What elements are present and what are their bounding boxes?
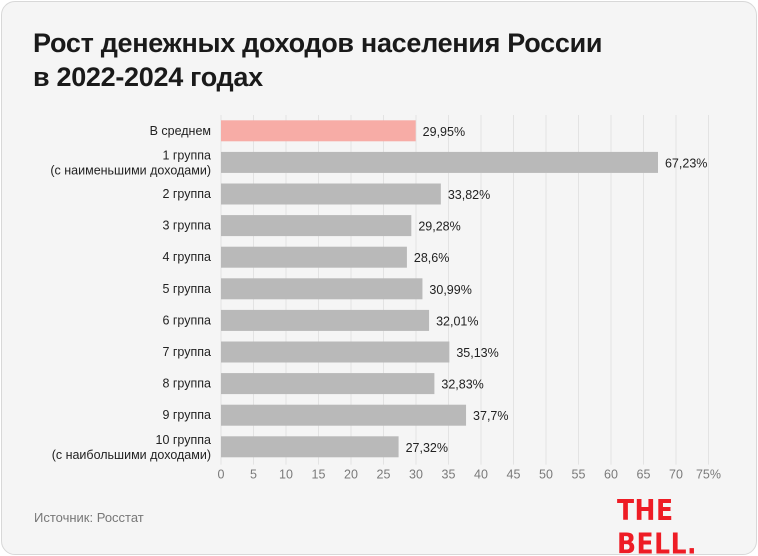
category-label: 7 группа: [162, 345, 211, 359]
bar: [221, 151, 658, 173]
bar: [221, 373, 435, 395]
x-tick-label: 30: [409, 468, 423, 482]
category-label: 3 группа: [162, 219, 211, 233]
category-label: В среднем: [150, 124, 211, 138]
source-note: Источник: Росстат: [34, 510, 144, 525]
title-line-2: в 2022-2024 годах: [33, 62, 263, 92]
bar: [221, 404, 467, 426]
data-label: 28,6%: [414, 251, 449, 265]
x-tick-label: 5: [250, 468, 257, 482]
bar: [221, 436, 399, 458]
category-label: (с наименьшими доходами): [50, 163, 211, 177]
x-tick-label: 20: [344, 468, 358, 482]
x-tick-label: 0: [218, 468, 225, 482]
category-label: 1 группа: [162, 148, 211, 162]
x-tick-label: 15: [312, 468, 326, 482]
x-tick-label: 75%: [696, 468, 721, 482]
bar: [221, 120, 416, 142]
data-label: 29,28%: [418, 220, 460, 234]
x-tick-label: 10: [279, 468, 293, 482]
data-label: 67,23%: [665, 156, 707, 170]
bar: [221, 183, 441, 205]
bar: [221, 246, 407, 268]
data-label: 33,82%: [448, 188, 490, 202]
data-label: 30,99%: [429, 283, 471, 297]
category-label: 8 группа: [162, 377, 211, 391]
x-tick-label: 60: [604, 468, 618, 482]
category-label: 4 группа: [162, 250, 211, 264]
bar: [221, 215, 412, 237]
bar: [221, 341, 450, 363]
data-label: 35,13%: [456, 346, 498, 360]
category-label: (с наибольшими доходами): [52, 448, 211, 462]
category-label: 6 группа: [162, 313, 211, 327]
title-line-1: Рост денежных доходов населения России: [33, 28, 603, 58]
the-bell-logo: THE BELL.: [617, 493, 697, 555]
category-label: 5 группа: [162, 282, 211, 296]
data-label: 37,7%: [473, 409, 508, 423]
bar: [221, 309, 430, 331]
category-label: 9 группа: [162, 408, 211, 422]
x-tick-label: 70: [669, 468, 683, 482]
x-tick-label: 55: [572, 468, 586, 482]
category-label: 10 группа: [156, 433, 212, 447]
x-tick-label: 25: [377, 468, 391, 482]
chart-title: Рост денежных доходов населения России в…: [33, 26, 602, 94]
data-label: 32,83%: [441, 378, 483, 392]
x-tick-label: 65: [637, 468, 651, 482]
x-tick-label: 40: [474, 468, 488, 482]
x-tick-label: 50: [539, 468, 553, 482]
bar: [221, 278, 423, 300]
x-tick-label: 45: [507, 468, 521, 482]
data-label: 27,32%: [406, 441, 448, 455]
data-label: 29,95%: [423, 125, 465, 139]
category-label: 2 группа: [162, 187, 211, 201]
data-label: 32,01%: [436, 314, 478, 328]
x-tick-label: 35: [442, 468, 456, 482]
